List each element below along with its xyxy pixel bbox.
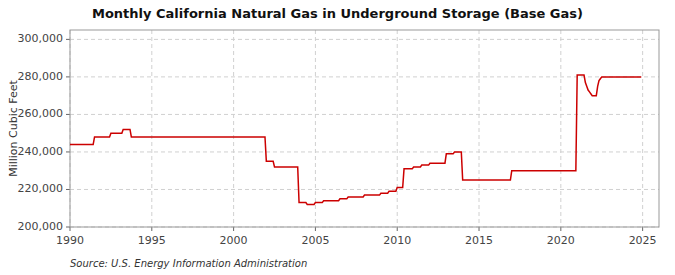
source-note: Source: U.S. Energy Information Administ… <box>70 258 307 269</box>
x-tick <box>151 227 152 231</box>
plot-background <box>70 30 659 227</box>
x-grid-line <box>397 30 398 227</box>
y-tick <box>66 227 70 228</box>
data-group <box>70 75 641 204</box>
x-tick-label: 2015 <box>465 234 493 247</box>
axes: 200,000 220,000 240,000 260,000 280,000 300,0… <box>18 32 657 247</box>
y-grid-line <box>70 189 659 190</box>
x-tick <box>233 227 234 231</box>
y-tick-label: 260,000 <box>18 107 64 120</box>
x-grid-line <box>151 30 152 227</box>
x-tick-label: 2010 <box>383 234 411 247</box>
y-grid-line <box>70 39 659 40</box>
x-tick <box>479 227 480 231</box>
page: {"chart_data": { "type": "line", "title"… <box>0 0 675 275</box>
x-tick <box>315 227 316 231</box>
x-grid-line <box>479 30 480 227</box>
x-tick-label: 2000 <box>220 234 248 247</box>
x-tick <box>642 227 643 231</box>
x-tick-label: 2025 <box>629 234 657 247</box>
title: Monthly California Natural Gas in Underg… <box>92 6 583 21</box>
y-tick-label: 300,000 <box>18 32 64 45</box>
y-tick-label: 280,000 <box>18 70 64 83</box>
y-tick <box>66 189 70 190</box>
x-tick-label: 2020 <box>547 234 575 247</box>
y-tick <box>66 151 70 152</box>
x-grid-line <box>642 30 643 227</box>
y-tick-label: 240,000 <box>18 145 64 158</box>
x-grid-line <box>315 30 316 227</box>
x-tick <box>397 227 398 231</box>
plot-frame <box>70 30 659 227</box>
x-grid-line <box>560 30 561 227</box>
y-tick <box>66 39 70 40</box>
x-tick <box>560 227 561 231</box>
x-tick-label: 1990 <box>56 234 84 247</box>
y-tick <box>66 76 70 77</box>
x-grid-line <box>233 30 234 227</box>
y-tick-label: 220,000 <box>18 182 64 195</box>
x-tick-label: 1995 <box>138 234 166 247</box>
y-grid-line <box>70 76 659 77</box>
y-tick <box>66 114 70 115</box>
y-tick-label: 200,000 <box>18 220 64 233</box>
y-axis-label: Million Cubic Feet <box>7 79 20 176</box>
y-grid-line <box>70 151 659 152</box>
x-tick-label: 2005 <box>301 234 329 247</box>
grid <box>70 30 659 227</box>
data-line <box>70 75 641 204</box>
x-tick <box>70 227 71 231</box>
y-grid-line <box>70 114 659 115</box>
chart: 200,000 220,000 240,000 260,000 280,000 300,0… <box>0 0 675 275</box>
